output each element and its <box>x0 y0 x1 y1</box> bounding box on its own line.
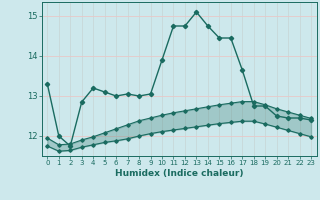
X-axis label: Humidex (Indice chaleur): Humidex (Indice chaleur) <box>115 169 244 178</box>
